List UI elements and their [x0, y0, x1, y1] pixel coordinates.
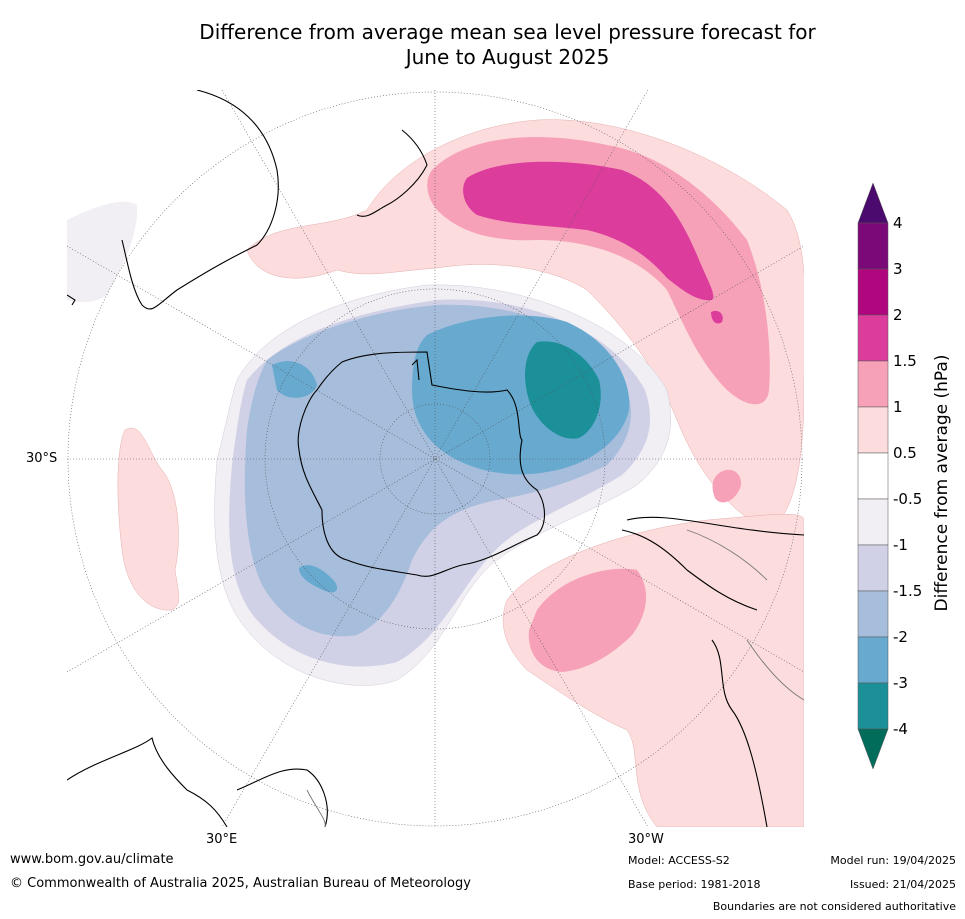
- label-30w: 30°W: [628, 832, 664, 847]
- anomaly-neg-2-west: [272, 361, 317, 398]
- colorbar-tick-label: 2: [893, 306, 903, 324]
- footer-base-period: Base period: 1981-2018: [628, 878, 761, 891]
- colorbar-tick-label: -1.5: [893, 582, 922, 600]
- anomaly-pos-1-south: [528, 568, 647, 672]
- colorbar-band: [857, 452, 889, 500]
- colorbar-band: [857, 636, 889, 684]
- colorbar-tick-label: -1: [893, 536, 908, 554]
- title-line-2: June to August 2025: [405, 45, 610, 69]
- colorbar-tick-label: 4: [893, 214, 903, 232]
- colorbar-tick-label: 3: [893, 260, 903, 278]
- anomaly-pos-0.5-southeast: [502, 514, 804, 827]
- colorbar-band: [857, 268, 889, 316]
- anomaly-pos-1-small: [712, 469, 742, 503]
- colorbar-band: [857, 590, 889, 638]
- colorbar-extend-below: [857, 728, 889, 770]
- colorbar-tick-label: -3: [893, 674, 908, 692]
- colorbar-band: [857, 544, 889, 592]
- anomaly-neg-3: [525, 341, 601, 439]
- colorbar-band: [857, 406, 889, 454]
- coastlines: [67, 90, 804, 827]
- anomaly-neg-0.5-west: [67, 201, 138, 303]
- anomaly-neg-2-small: [299, 565, 338, 593]
- colorbar-tick-label: -0.5: [893, 490, 922, 508]
- colorbar-tick-label: 0.5: [893, 444, 917, 462]
- label-30s: 30°S: [26, 451, 58, 466]
- colorbar-tick-label: -2: [893, 628, 908, 646]
- footer-copyright: © Commonwealth of Australia 2025, Austra…: [10, 876, 471, 891]
- colorbar-tick-label: -4: [893, 720, 908, 738]
- colorbar-tick-label: 1: [893, 398, 903, 416]
- anomaly-pos-1.5: [463, 161, 714, 301]
- colorbar-extend-above: [857, 182, 889, 224]
- label-30e: 30°E: [206, 832, 238, 847]
- colorbar-band: [857, 498, 889, 546]
- footer-disclaimer: Boundaries are not considered authoritat…: [712, 900, 956, 913]
- colorbar-bands: [857, 182, 889, 770]
- colorbar-labels: 4 3 2 1.5 1 0.5 -0.5 -1 -1.5 -2 -3 -4: [893, 214, 922, 738]
- colorbar-tick-label: 1.5: [893, 352, 917, 370]
- anomaly-pos-1.5-dot: [711, 310, 723, 324]
- footer-issued: Issued: 21/04/2025: [849, 878, 956, 891]
- colorbar: 4 3 2 1.5 1 0.5 -0.5 -1 -1.5 -2 -3 -4: [857, 182, 922, 770]
- colorbar-band: [857, 222, 889, 270]
- colorbar-title: Difference from average (hPa): [932, 354, 952, 612]
- footer-model-run: Model run: 19/04/2025: [830, 854, 956, 867]
- footer-website: www.bom.gov.au/climate: [10, 852, 174, 867]
- map-title: Difference from average mean sea level p…: [150, 20, 865, 70]
- borders: [306, 529, 804, 827]
- graticule: [67, 90, 804, 827]
- colorbar-band: [857, 314, 889, 362]
- colorbar-band: [857, 682, 889, 730]
- polar-map: [67, 90, 804, 827]
- colorbar-band: [857, 360, 889, 408]
- anomaly-pos-0.5-west: [117, 427, 179, 611]
- title-line-1: Difference from average mean sea level p…: [199, 20, 816, 44]
- footer-model: Model: ACCESS-S2: [628, 854, 730, 867]
